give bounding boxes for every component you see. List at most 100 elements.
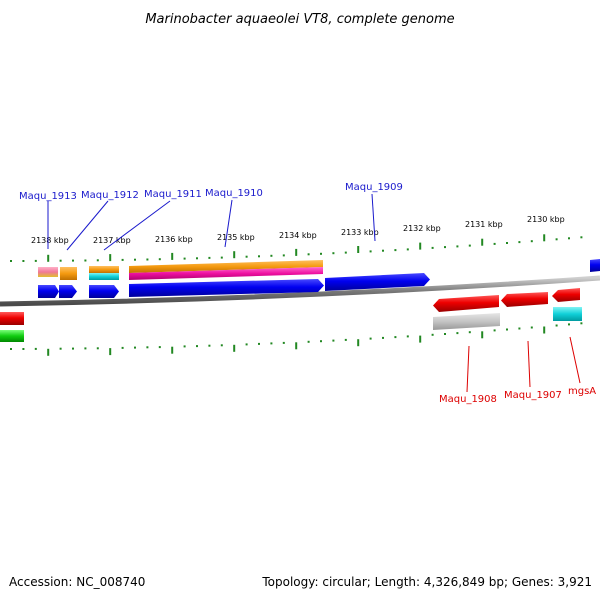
scale-ticks [10,234,583,356]
kbp-label: 2132 kbp [403,224,441,233]
genome-stats: Topology: circular; Length: 4,326,849 bp… [262,575,592,589]
minor-tick [134,346,136,349]
minor-tick [382,336,384,339]
major-tick [419,242,422,250]
minor-tick [96,347,99,350]
minor-tick [270,254,273,257]
callout-line [224,199,233,248]
minor-tick [59,347,62,350]
minor-tick [382,249,384,252]
minor-tick [456,332,459,335]
minor-tick [394,249,397,252]
accession-label: Accession: NC_008740 [9,575,146,589]
minor-tick [555,324,558,327]
gene-arrow-reverse[interactable] [501,292,548,307]
gene-label-maqu-1907[interactable]: Maqu_1907 [504,390,562,401]
minor-tick [506,328,508,331]
major-tick [357,339,360,347]
gene-arrow-reverse[interactable] [552,288,580,302]
minor-tick [506,242,508,244]
minor-tick [444,246,446,249]
kbp-label: 2131 kbp [465,220,503,229]
major-tick [109,254,112,262]
feature-block-orange[interactable] [60,267,77,280]
kbp-label: 2138 kbp [31,236,69,245]
gene-arrow-forward[interactable] [129,279,324,297]
callout-line [103,200,171,251]
minor-tick [431,246,434,249]
feature-block-magenta[interactable] [129,267,323,280]
minor-tick [72,259,74,262]
gene-arrow-forward[interactable] [590,259,600,272]
minor-tick [320,340,322,343]
gene-arrow-forward[interactable] [325,273,430,291]
feature-block-cyan[interactable] [553,307,582,321]
major-tick [295,342,298,350]
callout-line [569,336,581,384]
major-tick [47,348,50,356]
feature-block-green[interactable] [0,330,24,342]
minor-tick [568,323,570,326]
genome-backbone [0,275,600,307]
gene-label-mgsa[interactable]: mgsA [568,386,596,397]
minor-tick [121,258,124,261]
feature-block-orange[interactable] [129,260,323,273]
minor-tick [220,256,223,259]
minor-tick [456,245,459,248]
feature-block-pink[interactable] [38,267,58,277]
minor-tick [10,348,12,350]
major-tick [47,254,50,262]
callout-line [371,193,376,242]
genome-title: Marinobacter aquaeolei VT8, complete gen… [145,12,454,27]
feature-block-orange[interactable] [89,266,119,273]
gene-label-maqu-1909[interactable]: Maqu_1909 [345,182,403,193]
major-tick [419,335,422,343]
gene-label-maqu-1913[interactable]: Maqu_1913 [19,191,77,202]
minor-tick [22,260,25,262]
minor-tick [208,344,211,347]
feature-block-gray[interactable] [433,313,500,330]
feature-block-cyan[interactable] [89,273,119,280]
major-tick [543,326,546,334]
minor-tick [394,336,397,339]
kbp-label: 2137 kbp [93,236,131,245]
minor-tick [72,347,74,350]
kbp-label: 2135 kbp [217,233,255,242]
minor-tick [493,242,496,245]
minor-tick [146,346,149,349]
minor-tick [406,248,409,251]
minor-tick [344,251,347,254]
minor-tick [444,333,446,335]
minor-tick [332,252,335,255]
minor-tick [59,259,62,262]
minor-tick [431,333,434,336]
gene-label-maqu-1910[interactable]: Maqu_1910 [205,188,263,199]
minor-tick [34,259,37,262]
minor-tick [555,238,558,241]
major-tick [171,346,174,354]
gene-arrow-forward[interactable] [38,285,59,298]
gene-label-maqu-1912[interactable]: Maqu_1912 [81,190,139,201]
minor-tick [158,258,161,261]
minor-tick [22,348,25,350]
minor-tick [307,253,310,256]
minor-tick [183,257,186,260]
gene-arrow-reverse[interactable] [433,295,499,312]
minor-tick [270,342,273,345]
gene-label-maqu-1911[interactable]: Maqu_1911 [144,189,202,200]
minor-tick [96,259,99,262]
minor-tick [84,259,87,262]
minor-tick [258,342,260,345]
gene-arrow-reverse[interactable] [0,312,24,325]
gene-arrow-forward[interactable] [89,285,119,298]
minor-tick [518,327,521,330]
kbp-label: 2130 kbp [527,215,565,224]
minor-tick [196,345,198,348]
gene-arrow-forward[interactable] [59,285,77,298]
gene-label-maqu-1908[interactable]: Maqu_1908 [439,394,497,405]
kbp-label: 2136 kbp [155,235,193,244]
callout-line [466,345,470,393]
minor-tick [258,255,260,258]
major-tick [543,234,546,242]
